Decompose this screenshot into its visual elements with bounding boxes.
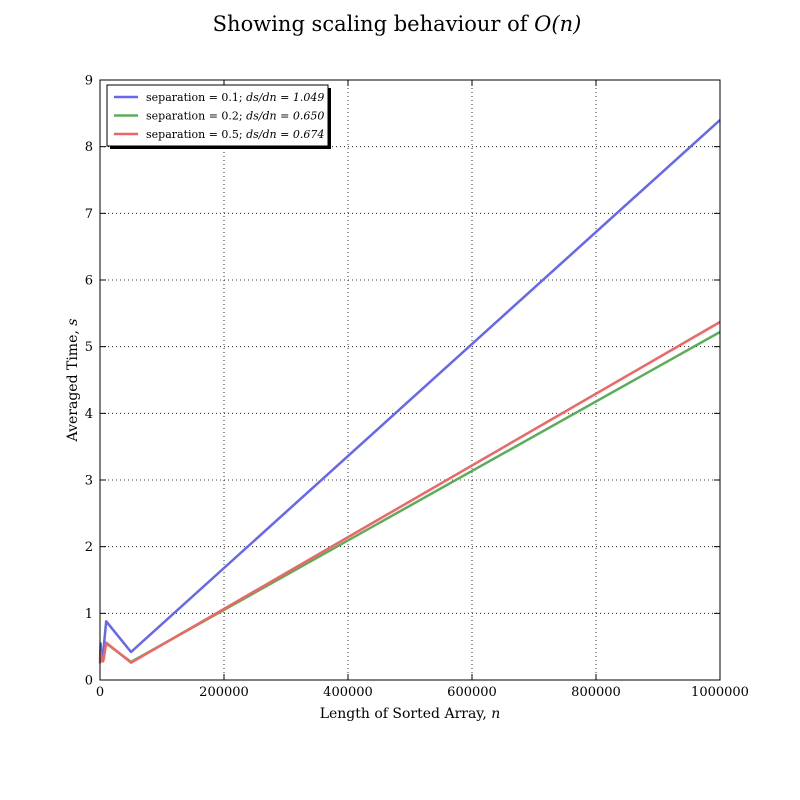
legend: separation = 0.1; ds/dn = 1.049 separatio… [106,84,331,149]
x-tick-label-1: 200000 [199,685,249,700]
x-tick-label-5: 1000000 [691,685,749,700]
x-tick-label-3: 600000 [447,685,497,700]
y-tick-label-0: 0 [85,674,93,689]
y-axis-label: Averaged Time, s [65,319,81,443]
legend-box [106,84,329,147]
x-tick-label-2: 400000 [323,685,373,700]
y-tick-label-1: 1 [85,607,93,622]
legend-label-3: separation = 0.5; ds/dn = 0.674 [146,128,324,141]
x-tick-label-4: 800000 [571,685,621,700]
series-layer [98,119,721,664]
tick-label-layer: 0 200000 400000 600000 800000 1000000 0 1 2 3 4 5 6 7… [85,74,749,701]
y-tick-label-5: 5 [85,340,93,355]
y-tick-label-6: 6 [85,274,93,289]
series-line-1 [98,119,721,661]
y-tick-label-7: 7 [85,207,93,222]
plot-frame [99,79,721,681]
y-tick-label-4: 4 [85,407,93,422]
tick-layer [99,79,721,681]
x-tick-label-0: 0 [96,685,104,700]
y-tick-label-2: 2 [85,540,93,555]
x-axis-label: Length of Sorted Array, n [320,706,501,722]
y-tick-label-9: 9 [85,74,93,89]
y-tick-label-8: 8 [85,140,93,155]
legend-items: separation = 0.1; ds/dn = 1.049 separatio… [114,91,324,141]
series-line-3 [98,320,721,664]
legend-label-1: separation = 0.1; ds/dn = 1.049 [146,91,324,104]
y-tick-label-3: 3 [85,474,93,489]
legend-label-2: separation = 0.2; ds/dn = 0.650 [146,110,324,123]
chart-title: Showing scaling behaviour of O(n) [213,12,582,36]
